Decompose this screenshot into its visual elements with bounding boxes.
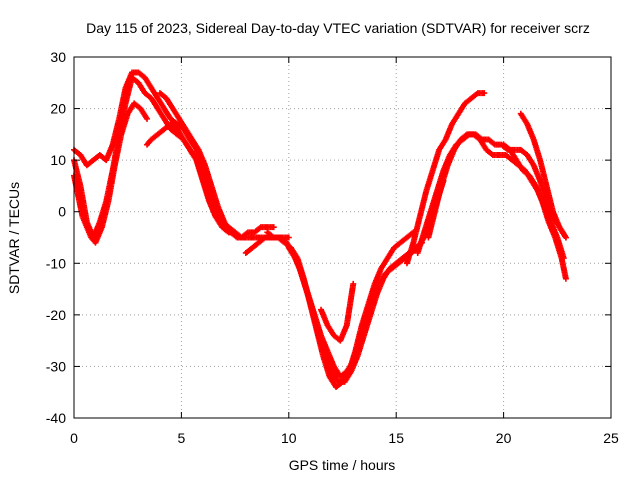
y-axis-label: SDTVAR / TECUs [6, 182, 22, 294]
x-tick-label: 5 [178, 430, 186, 446]
x-tick-labels: 0 5 10 15 20 25 [70, 430, 619, 446]
data-points [71, 69, 569, 391]
x-tick-label: 0 [70, 430, 78, 446]
x-tick-label: 20 [496, 430, 512, 446]
ticks [73, 56, 612, 419]
data-series-track-9 [318, 280, 357, 344]
y-tick-label: -40 [46, 410, 66, 426]
x-tick-label: 10 [281, 430, 297, 446]
data-point [144, 115, 151, 122]
data-series-track-4 [144, 121, 277, 241]
data-series-track-5 [156, 90, 292, 241]
data-series-track-10 [403, 90, 488, 267]
y-tick-label: -10 [46, 255, 66, 271]
data-point [285, 234, 292, 241]
data-series-track-3 [71, 100, 151, 246]
chart-title: Day 115 of 2023, Sidereal Day-to-day VTE… [86, 20, 590, 36]
y-tick-label: -20 [46, 307, 66, 323]
y-tick-label: -30 [46, 358, 66, 374]
x-axis-label: GPS time / hours [289, 457, 396, 473]
data-series-track-13 [500, 141, 569, 282]
y-tick-label: 30 [50, 49, 66, 65]
x-tick-label: 15 [388, 430, 404, 446]
y-tick-label: 20 [50, 101, 66, 117]
data-series-track-14 [517, 110, 569, 241]
y-tick-label: 0 [58, 204, 66, 220]
data-point [270, 224, 277, 231]
x-tick-label: 25 [603, 430, 619, 446]
data-point [562, 275, 569, 282]
data-point [562, 234, 569, 241]
grid [74, 57, 611, 418]
y-tick-labels: -40 -30 -20 -10 0 10 20 30 [46, 49, 66, 426]
plot-frame [73, 56, 612, 419]
data-point [481, 90, 488, 97]
data-series-track-2 [71, 74, 219, 241]
data-point [350, 280, 357, 287]
y-tick-label: 10 [50, 152, 66, 168]
